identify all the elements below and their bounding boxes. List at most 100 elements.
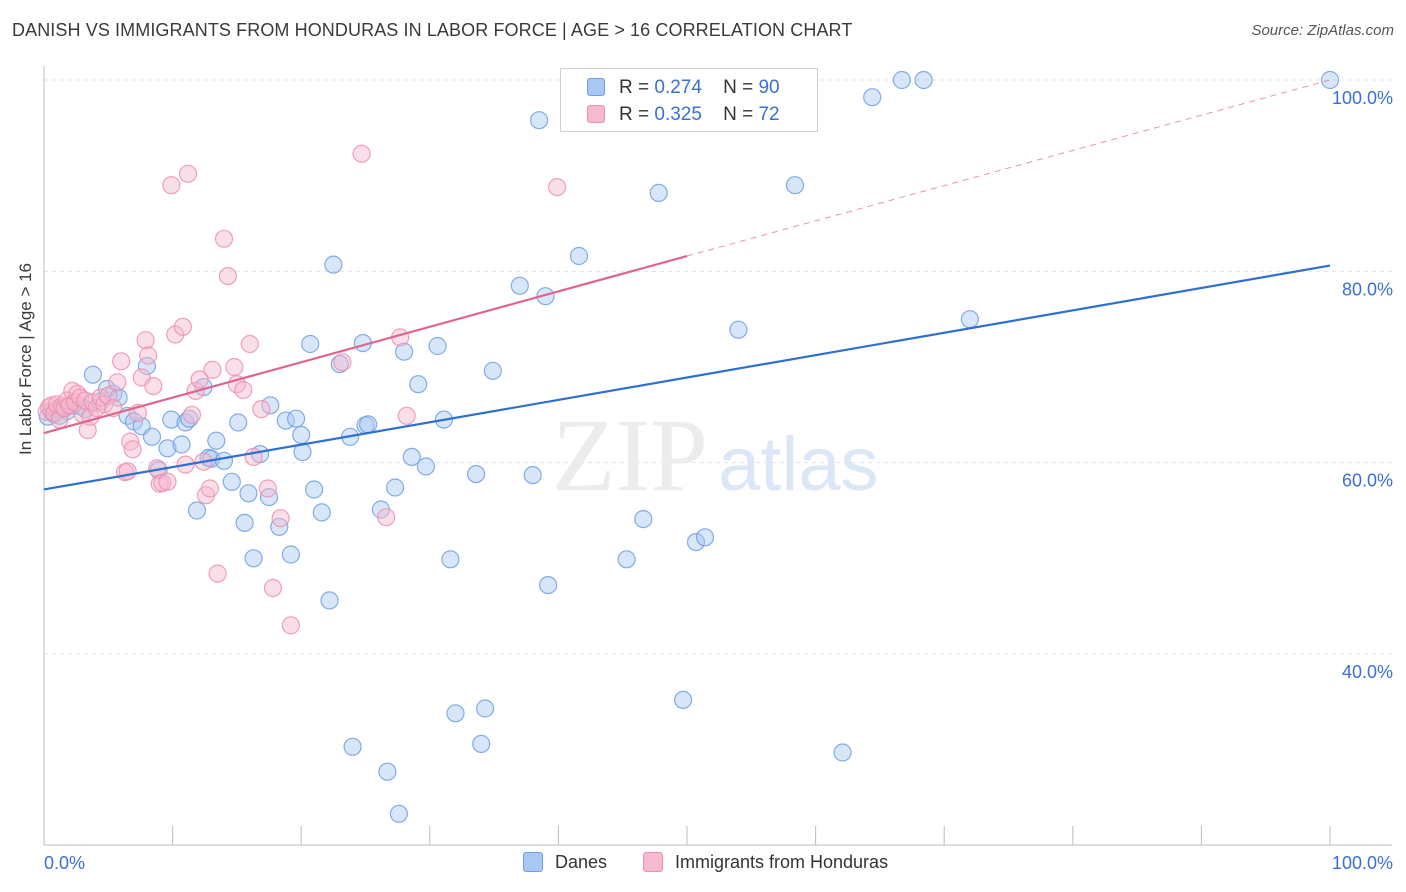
legend-r-value: 0.325 xyxy=(654,104,702,125)
legend-r-value: 0.274 xyxy=(654,77,702,98)
danes-point xyxy=(343,737,362,756)
honduras-point xyxy=(240,334,259,354)
honduras-point xyxy=(136,331,155,350)
honduras-point xyxy=(200,479,219,498)
honduras-point xyxy=(162,176,181,195)
honduras-point xyxy=(158,472,177,491)
danes-point xyxy=(324,255,343,274)
honduras-point xyxy=(218,267,237,286)
danes-point xyxy=(617,550,636,569)
y-axis-label: In Labor Force | Age > 16 xyxy=(16,262,35,455)
series-honduras xyxy=(37,70,595,635)
honduras-point xyxy=(214,229,234,248)
danes-point xyxy=(402,447,421,466)
honduras-point xyxy=(208,564,227,583)
danes-point xyxy=(158,439,177,458)
danes-point xyxy=(395,342,414,361)
honduras-point xyxy=(139,346,158,365)
y-tick-label: 40.0% xyxy=(1342,662,1393,682)
danes-point xyxy=(634,509,653,529)
danes-point xyxy=(162,410,181,429)
danes-point xyxy=(476,699,495,718)
trend-line-honduras-extension xyxy=(686,79,1331,257)
axes xyxy=(43,66,1392,846)
danes-point xyxy=(428,336,447,356)
trend-line-danes xyxy=(43,264,1331,491)
danes-point xyxy=(649,183,668,202)
watermark: ZIP atlas xyxy=(552,398,879,513)
danes-point xyxy=(292,425,311,444)
danes-point xyxy=(569,246,589,266)
bottom-legend-label: Danes xyxy=(555,852,608,872)
danes-point xyxy=(446,704,465,723)
danes-point xyxy=(686,532,706,552)
legend-r-label: R = xyxy=(619,104,650,125)
series-danes xyxy=(38,70,1340,823)
honduras-point xyxy=(252,400,271,419)
danes-point xyxy=(287,409,306,428)
bottom-legend-swatch-danes xyxy=(523,852,543,872)
honduras-point xyxy=(166,325,185,344)
y-tick-label: 80.0% xyxy=(1342,279,1393,299)
danes-point xyxy=(960,310,980,329)
honduras-point xyxy=(190,370,209,389)
danes-point xyxy=(187,501,207,520)
danes-point xyxy=(695,528,715,547)
danes-point xyxy=(207,431,226,450)
legend-n-value: 72 xyxy=(758,104,780,125)
honduras-point xyxy=(225,357,244,377)
danes-point xyxy=(729,320,748,339)
danes-point xyxy=(229,413,248,432)
trend-line-honduras xyxy=(43,254,688,435)
legend-n-label: N = xyxy=(723,77,754,98)
honduras-point xyxy=(182,405,201,424)
chart-title: DANISH VS IMMIGRANTS FROM HONDURAS IN LA… xyxy=(12,20,853,40)
danes-point xyxy=(386,478,405,497)
y-tick-label: 60.0% xyxy=(1342,471,1393,491)
danes-point xyxy=(1320,70,1340,90)
danes-point xyxy=(320,591,339,610)
honduras-point xyxy=(173,317,192,336)
honduras-point xyxy=(95,395,114,414)
danes-point xyxy=(892,70,911,90)
danes-point xyxy=(214,451,234,470)
y-tick-label: 100.0% xyxy=(1332,88,1393,108)
danes-point xyxy=(416,457,435,476)
honduras-point xyxy=(153,473,172,492)
honduras-point xyxy=(118,462,137,481)
danes-point xyxy=(261,396,280,415)
danes-point xyxy=(83,365,103,384)
danes-point xyxy=(301,334,320,354)
honduras-point xyxy=(263,578,282,598)
danes-point xyxy=(235,513,254,533)
danes-point xyxy=(467,465,486,484)
honduras-point xyxy=(333,353,352,372)
honduras-point xyxy=(144,377,163,396)
honduras-point xyxy=(352,144,371,163)
danes-point xyxy=(510,276,529,295)
honduras-point xyxy=(547,178,567,197)
danes-point xyxy=(330,355,349,374)
honduras-point xyxy=(123,440,142,459)
danes-point xyxy=(378,762,397,781)
danes-point xyxy=(472,734,491,754)
danes-point xyxy=(172,435,191,454)
grid-lines xyxy=(44,79,1392,655)
honduras-point xyxy=(397,406,416,425)
x-tick-label: 0.0% xyxy=(44,853,85,873)
legend-swatch-danes xyxy=(587,78,605,96)
danes-point xyxy=(529,111,549,130)
trend-lines xyxy=(43,79,1331,491)
danes-point xyxy=(239,484,258,503)
tick-labels: 40.0% 60.0% 80.0% 100.0% 0.0% 100.0% xyxy=(44,88,1393,873)
honduras-point xyxy=(112,352,131,371)
watermark-zip: ZIP xyxy=(552,398,708,513)
danes-point xyxy=(785,176,805,195)
honduras-point xyxy=(258,479,277,498)
legend-swatch-honduras xyxy=(587,105,605,123)
danes-point xyxy=(222,472,241,491)
source-note: Source: ZipAtlas.com xyxy=(1251,22,1394,39)
danes-point xyxy=(914,70,933,90)
danes-point xyxy=(281,545,300,564)
honduras-point xyxy=(281,616,300,635)
